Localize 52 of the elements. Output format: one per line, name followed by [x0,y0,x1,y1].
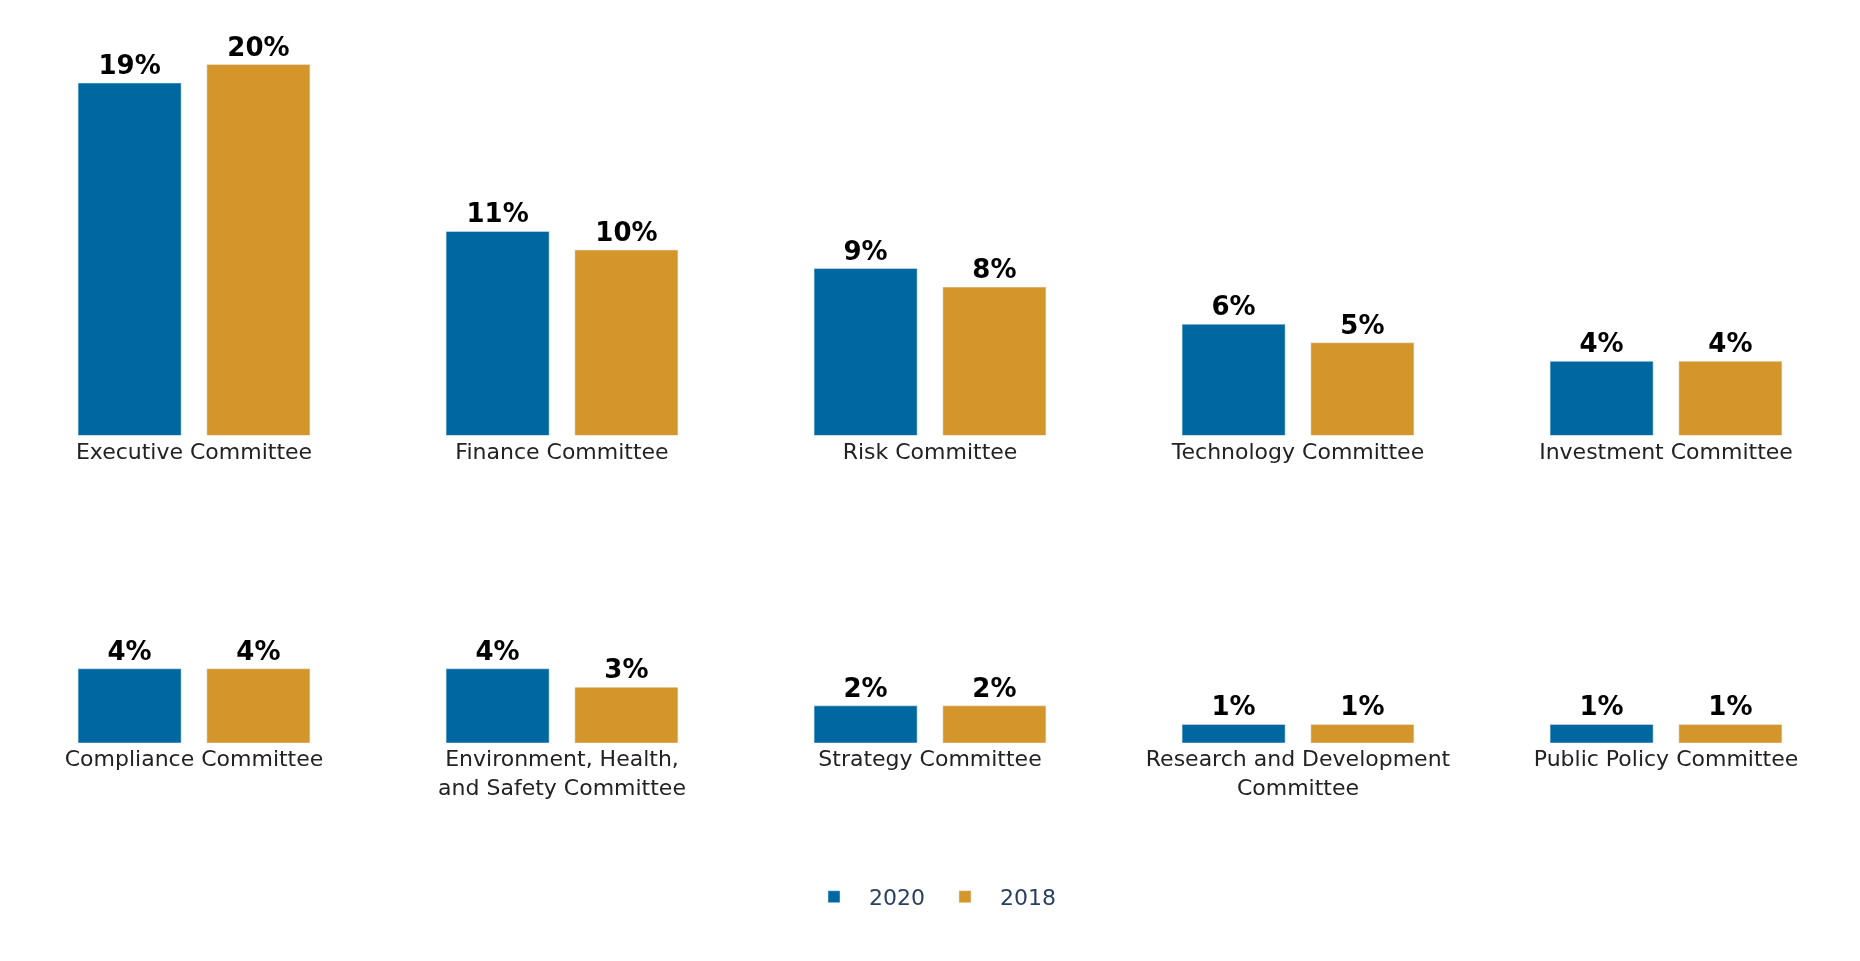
data-label: 8% [972,254,1017,285]
bar [574,249,679,436]
bar [206,668,311,743]
bar [813,705,918,743]
data-label: 3% [604,654,649,685]
bar [1549,724,1654,743]
bar [1678,361,1783,436]
x-tick-label: Environment, Health, and Safety Committee [438,745,686,800]
bar [1678,724,1783,743]
data-label: 1% [1340,691,1385,722]
data-label: 1% [1211,691,1256,722]
bar [445,231,550,436]
x-tick-label: Executive Committee [75,438,313,464]
bar [942,286,1047,436]
legend-label: 2018 [1000,885,1056,911]
data-label: 9% [843,235,888,266]
x-tick-label: Technology Committee [1170,438,1425,464]
data-label: 4% [236,635,281,666]
data-label: 4% [107,635,152,666]
x-tick-label: Finance Committee [455,438,669,464]
bar [1181,323,1286,436]
data-label: 1% [1579,691,1624,722]
bar [1549,361,1654,436]
bar [77,82,182,436]
bar [1310,724,1415,743]
bar [1181,724,1286,743]
bar [942,705,1047,743]
x-tick-label: Compliance Committee [64,745,324,771]
bar [77,668,182,743]
bar [813,268,918,436]
data-label: 4% [1708,328,1753,359]
x-tick-label: Investment Committee [1539,438,1793,464]
data-label: 5% [1340,309,1385,340]
bar [1310,342,1415,436]
bar [445,668,550,743]
data-label: 1% [1708,691,1753,722]
data-label: 11% [466,198,529,229]
data-label: 2% [972,672,1017,703]
x-tick-label: Risk Committee [842,438,1018,464]
data-label: 20% [227,31,290,62]
data-label: 6% [1211,291,1256,322]
data-label: 10% [595,217,658,248]
data-label: 19% [98,50,161,81]
bar [206,64,311,436]
data-label: 4% [1579,328,1624,359]
x-tick-label: Strategy Committee [818,745,1042,771]
data-label: 4% [475,635,520,666]
x-tick-label: Research and Development Committee [1145,745,1451,800]
bar [574,687,679,743]
legend-label: 2020 [869,885,925,911]
x-tick-label: Public Policy Committee [1533,745,1799,771]
data-label: 2% [843,672,888,703]
